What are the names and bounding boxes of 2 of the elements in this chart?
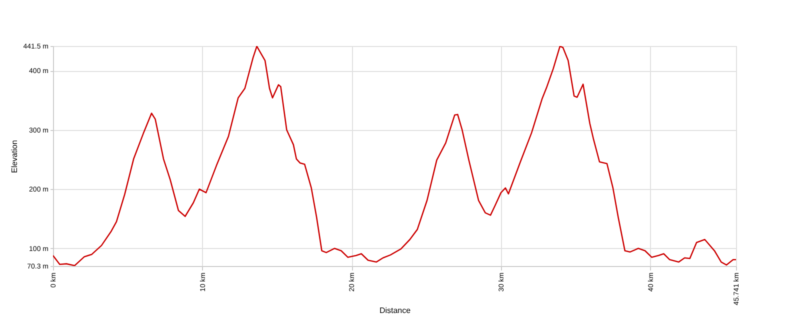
x-axis-title: Distance	[379, 306, 412, 316]
y-axis-title: Elevation	[10, 140, 20, 173]
